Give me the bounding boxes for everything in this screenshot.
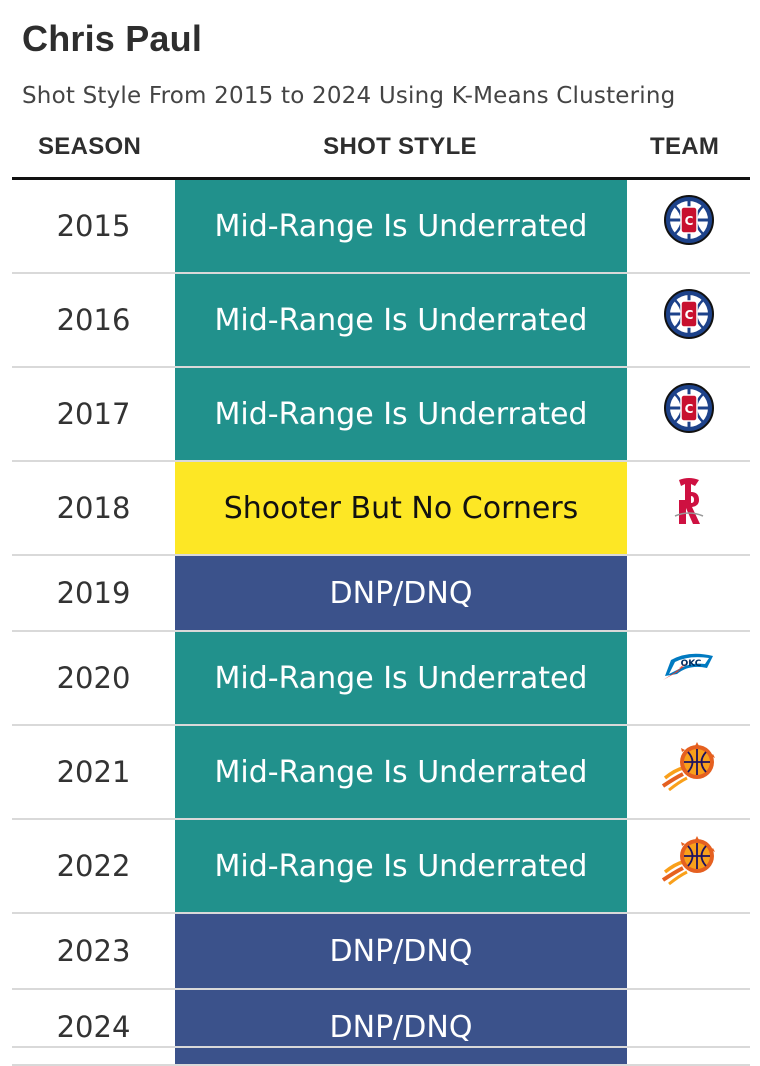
shot-style-cell: Mid-Range Is Underrated (175, 632, 627, 724)
team-cell: C (627, 368, 750, 460)
column-header-shot-style: SHOT STYLE (323, 133, 477, 160)
table-row: 2018 Shooter But No Corners (12, 462, 750, 556)
table-row: 2019 DNP/DNQ (12, 556, 750, 632)
shot-style-cell: DNP/DNQ (175, 556, 627, 630)
shot-style-cell: Shooter But No Corners (175, 462, 627, 554)
team-cell: C (627, 180, 750, 272)
thunder-logo-icon: OKC (661, 632, 717, 687)
season-cell: 2018 (56, 491, 131, 525)
table-row: 2017 Mid-Range Is Underrated C (12, 368, 750, 462)
table-row: 2022 Mid-Range Is Underrated (12, 820, 750, 914)
table-row: 2024 DNP/DNQ (12, 990, 750, 1066)
svg-text:C: C (684, 214, 693, 228)
table-bottom-border (12, 1046, 750, 1048)
suns-logo-icon (661, 820, 717, 891)
shot-style-cell: Mid-Range Is Underrated (175, 368, 627, 460)
season-cell: 2016 (56, 303, 131, 337)
shot-style-table: 2015 Mid-Range Is Underrated C 2016 Mid-Ra… (12, 180, 750, 1066)
shot-style-cell: Mid-Range Is Underrated (175, 180, 627, 272)
team-cell: C (627, 274, 750, 366)
season-cell: 2020 (56, 661, 131, 695)
header-rule (12, 177, 750, 180)
column-header-season: SEASON (38, 133, 142, 160)
svg-text:C: C (684, 402, 693, 416)
team-cell: OKC (627, 632, 750, 724)
season-cell: 2022 (56, 849, 131, 883)
shot-style-cell: Mid-Range Is Underrated (175, 726, 627, 818)
season-cell: 2021 (56, 755, 131, 789)
svg-text:C: C (684, 308, 693, 322)
season-cell: 2017 (56, 397, 131, 431)
clippers-logo-icon: C (663, 180, 715, 251)
table-row: 2015 Mid-Range Is Underrated C (12, 180, 750, 274)
page-subtitle: Shot Style From 2015 to 2024 Using K-Mea… (22, 83, 676, 109)
rockets-logo-icon (669, 462, 709, 533)
column-header-team: TEAM (650, 133, 720, 160)
season-cell: 2024 (56, 1010, 131, 1044)
season-cell: 2023 (56, 934, 131, 968)
suns-logo-icon (661, 726, 717, 797)
clippers-logo-icon: C (663, 274, 715, 345)
table-row: 2020 Mid-Range Is Underrated OKC (12, 632, 750, 726)
team-cell (627, 990, 750, 1064)
shot-style-cell: Mid-Range Is Underrated (175, 274, 627, 366)
svg-text:OKC: OKC (680, 659, 701, 669)
season-cell: 2015 (56, 209, 131, 243)
team-cell (627, 726, 750, 818)
shot-style-cell: DNP/DNQ (175, 914, 627, 988)
table-row: 2023 DNP/DNQ (12, 914, 750, 990)
season-cell: 2019 (56, 576, 131, 610)
table-row: 2016 Mid-Range Is Underrated C (12, 274, 750, 368)
team-cell (627, 556, 750, 630)
page-title: Chris Paul (22, 18, 203, 59)
table-row: 2021 Mid-Range Is Underrated (12, 726, 750, 820)
clippers-logo-icon: C (663, 368, 715, 439)
shot-style-cell: Mid-Range Is Underrated (175, 820, 627, 912)
team-cell (627, 914, 750, 988)
team-cell (627, 820, 750, 912)
shot-style-cell: DNP/DNQ (175, 990, 627, 1064)
team-cell (627, 462, 750, 554)
